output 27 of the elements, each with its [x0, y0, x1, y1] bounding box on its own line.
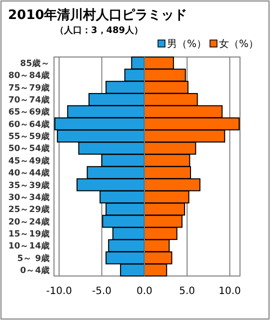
- x-tick-label: 10.0: [218, 286, 241, 297]
- x-tick-label: 5.0: [179, 286, 196, 297]
- y-tick-label: 30～34歳: [8, 192, 50, 203]
- y-tick-label: 10～14歳: [8, 240, 50, 252]
- y-tick-label: 0～4歳: [20, 265, 50, 276]
- y-tick-label: 15～19歳: [8, 228, 50, 240]
- y-tick-label: 35～39歳: [8, 180, 50, 191]
- x-tick-label: 0.0: [136, 286, 152, 297]
- y-tick-label: 50～54歳: [8, 143, 50, 154]
- y-tick-label: 85歳～: [20, 58, 50, 69]
- y-tick-label: 45～49歳: [8, 155, 50, 166]
- y-tick-label: 80～84歳: [8, 70, 50, 82]
- x-tick-label: -10.0: [46, 286, 72, 297]
- chart-subtitle: （人口：3，489人）: [55, 25, 144, 36]
- y-tick-label: 60～64歳: [8, 118, 50, 130]
- y-tick-label: 40～44歳: [8, 168, 50, 179]
- y-tick-label: 65～69歳: [8, 106, 50, 118]
- chart-title: 2010年清川村人口ピラミッド: [8, 8, 188, 23]
- x-tick-label: -5.0: [92, 286, 112, 297]
- legend-label: 女（%）: [219, 38, 259, 50]
- y-tick-label: 70～74歳: [8, 94, 50, 106]
- y-tick-label: 5～ 9歳: [17, 252, 50, 264]
- y-tick-label: 75～79歳: [8, 82, 50, 94]
- y-tick-label: 20～24歳: [8, 216, 50, 228]
- y-tick-label: 25～29歳: [8, 204, 50, 216]
- y-tick-label: 55～59歳: [8, 131, 50, 142]
- legend-label: 男（%）: [167, 39, 207, 50]
